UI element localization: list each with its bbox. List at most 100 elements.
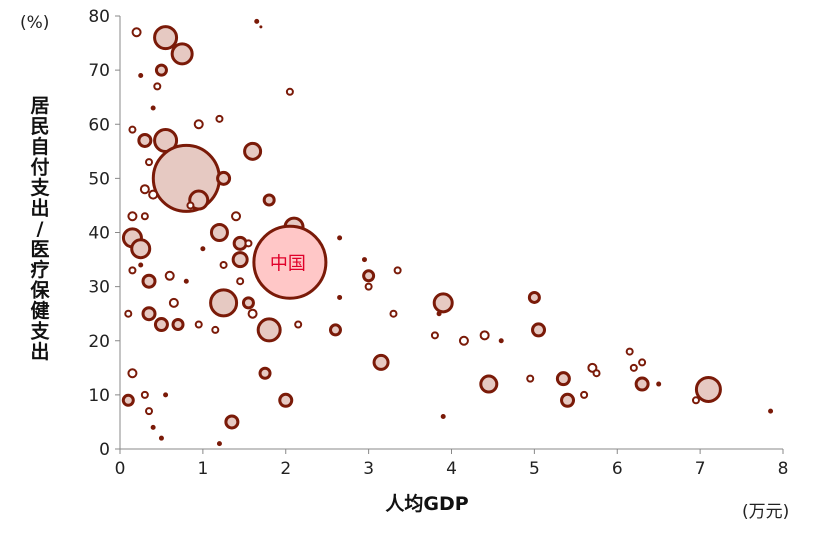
data-point	[171, 318, 185, 332]
data-point	[436, 311, 442, 317]
x-tick-label: 0	[115, 459, 126, 479]
data-point	[231, 251, 249, 269]
data-point	[137, 132, 153, 148]
data-point	[625, 347, 634, 356]
data-point	[256, 317, 282, 343]
highlight-point: 中国	[252, 224, 328, 300]
data-point	[638, 358, 647, 367]
y-tick-label: 20	[88, 332, 110, 352]
y-tick-label: 80	[88, 7, 110, 27]
data-point	[141, 273, 157, 289]
data-point	[479, 330, 490, 341]
data-point	[440, 414, 446, 420]
x-tick-label: 8	[778, 459, 789, 479]
y-axis-title-char: 居	[30, 95, 49, 117]
y-axis-title-char: 健	[30, 299, 49, 322]
data-point	[258, 366, 272, 380]
data-point	[153, 317, 169, 333]
data-point	[127, 211, 138, 222]
x-tick-label: 6	[612, 459, 623, 479]
x-tick-label: 2	[280, 459, 291, 479]
data-point	[164, 270, 175, 281]
y-tick-label: 70	[88, 61, 110, 81]
x-tick-label: 4	[446, 459, 457, 479]
data-point	[124, 309, 133, 318]
data-point	[479, 374, 499, 394]
data-point	[140, 390, 149, 399]
highlight-circle	[252, 224, 328, 300]
data-point	[215, 114, 224, 123]
y-axis-title-char: 付	[30, 156, 49, 179]
data-point	[629, 363, 638, 372]
data-point	[128, 125, 137, 134]
y-axis-title-char: 疗	[30, 258, 49, 281]
data-point	[211, 325, 220, 334]
data-point	[148, 189, 159, 200]
y-axis-title-char: 出	[30, 340, 49, 363]
data-point	[231, 211, 242, 222]
data-point	[555, 371, 571, 387]
data-point	[691, 396, 700, 405]
data-point	[216, 170, 232, 186]
x-tick-label: 5	[529, 459, 540, 479]
y-axis-title-char: 保	[29, 279, 50, 302]
data-point	[138, 73, 144, 79]
data-point	[337, 235, 343, 241]
data-point	[337, 294, 343, 300]
data-point	[194, 320, 203, 329]
data-point	[150, 424, 156, 430]
data-point	[139, 184, 150, 195]
y-tick-label: 50	[88, 169, 110, 189]
y-axis-title-char: 医	[30, 239, 49, 261]
data-point	[393, 266, 402, 275]
data-point	[209, 223, 229, 242]
x-axis-title: 人均GDP	[385, 492, 468, 515]
data-point	[372, 353, 390, 371]
data-point	[150, 105, 156, 111]
data-point	[656, 381, 662, 387]
data-point	[285, 87, 294, 96]
data-point	[154, 63, 168, 77]
data-point	[127, 368, 138, 379]
y-axis-title-char: 支	[29, 321, 50, 343]
data-point	[432, 292, 454, 314]
data-point	[768, 408, 774, 414]
data-point	[140, 212, 149, 221]
data-point	[200, 246, 206, 252]
y-unit-label: (%)	[20, 13, 49, 33]
data-point	[587, 362, 598, 373]
data-point	[151, 143, 221, 213]
data-point	[138, 262, 144, 268]
data-point	[186, 201, 195, 210]
data-point	[141, 306, 157, 322]
x-unit-label: (万元)	[742, 502, 789, 522]
data-point	[170, 42, 194, 66]
data-point	[219, 260, 228, 269]
y-tick-label: 10	[88, 386, 110, 406]
y-tick-label: 0	[99, 440, 110, 460]
data-point	[262, 193, 276, 207]
data-point	[294, 320, 303, 329]
x-tick-label: 3	[363, 459, 374, 479]
data-point	[244, 239, 253, 248]
data-point	[145, 158, 154, 167]
data-point	[153, 82, 162, 91]
x-tick-label: 7	[695, 459, 706, 479]
y-axis-title-char: /	[37, 218, 44, 240]
axes	[115, 15, 784, 454]
data-point	[193, 119, 204, 130]
data-point	[241, 296, 255, 310]
data-points	[121, 18, 774, 447]
data-point	[163, 392, 169, 398]
data-point	[254, 18, 260, 24]
data-point	[361, 257, 367, 263]
y-axis-title-char: 民	[30, 116, 49, 138]
highlight-label: 中国	[270, 253, 306, 274]
data-point	[498, 338, 504, 344]
data-point	[224, 414, 240, 430]
data-point	[209, 288, 239, 318]
data-point	[362, 269, 376, 283]
